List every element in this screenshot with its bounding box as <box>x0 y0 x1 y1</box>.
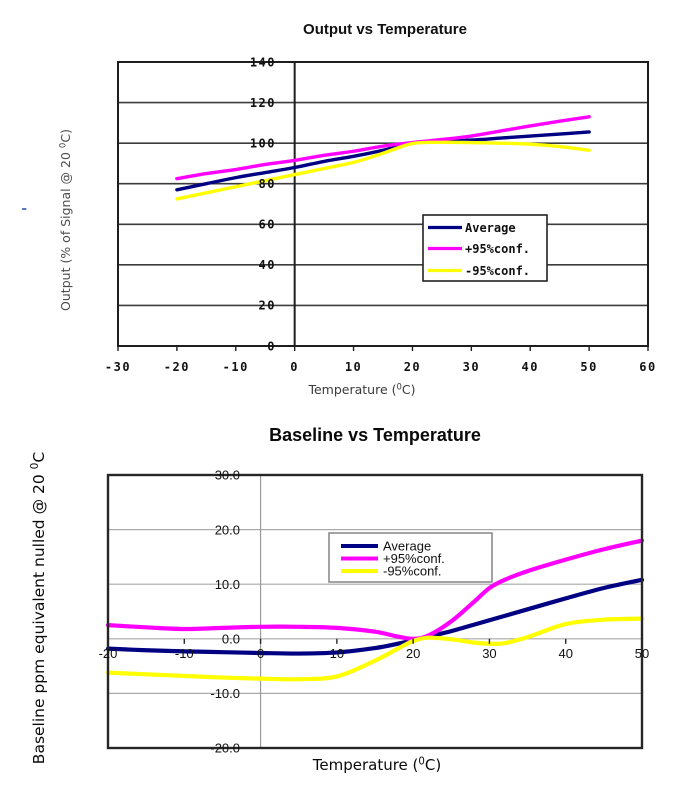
x-axis-label: Temperature (0C) <box>312 756 441 774</box>
y-axis-label: Baseline ppm equivalent nulled @ 20 0C <box>29 452 48 764</box>
stray-dash-artifact: - <box>20 201 29 217</box>
y-axis-label: Output (% of Signal @ 20 0C) <box>58 129 73 311</box>
y-tick-label-120: 120 <box>250 96 276 110</box>
x-tick-label-20: 20 <box>406 646 420 661</box>
legend-label-0: Average <box>383 539 431 554</box>
series-line--95-conf- <box>175 115 591 181</box>
y-tick-label-60: 60 <box>259 218 276 232</box>
x-tick-label--10: -10 <box>175 646 194 661</box>
x-tick-label-40: 40 <box>521 360 538 374</box>
y-tick-label-40: 40 <box>259 258 276 272</box>
output-chart-canvas: -30 -20 -10 0 10 20 30 40 50 60 0 20 40 60 80 100 120 140… <box>58 21 656 397</box>
x-tick-label-50: 50 <box>580 360 597 374</box>
plot-border <box>117 61 649 347</box>
x-tick-label--10: -10 <box>223 360 249 374</box>
legend-label-1: +95%conf. <box>465 242 530 256</box>
x-tick-label-0: 0 <box>257 646 264 661</box>
y-tick-label-30: 30.0 <box>215 468 240 483</box>
x-tick-label-30: 30 <box>482 646 496 661</box>
series-line-average <box>105 577 645 656</box>
x-tick-label-50: 50 <box>635 646 649 661</box>
y-tick-label-0: 0.0 <box>222 631 240 646</box>
x-tick-label-60: 60 <box>639 360 656 374</box>
x-tick-label-30: 30 <box>463 360 480 374</box>
y-tick-label-140: 140 <box>250 55 276 69</box>
x-tick-label-0: 0 <box>290 360 299 374</box>
x-tick-label--20: -20 <box>164 360 190 374</box>
y-tick-label-10: 10.0 <box>215 577 240 592</box>
series-line-average <box>175 130 591 192</box>
y-tick-label-20: 20.0 <box>215 522 240 537</box>
legend-label-2: -95%conf. <box>465 264 530 278</box>
y-tick-label--20: -20.0 <box>210 741 240 756</box>
y-tick-label-80: 80 <box>259 177 276 191</box>
chart-title: Baseline vs Temperature <box>269 425 481 445</box>
plot-border <box>106 473 644 750</box>
legend-label-1: +95%conf. <box>383 551 445 566</box>
y-tick-label-0: 0 <box>267 339 276 353</box>
x-tick-label--30: -30 <box>105 360 131 374</box>
x-tick-label-10: 10 <box>330 646 344 661</box>
legend-label-2: -95%conf. <box>383 564 442 579</box>
x-tick-label-10: 10 <box>345 360 362 374</box>
x-tick-label--20: -20 <box>99 646 118 661</box>
legend-label-0: Average <box>465 221 516 235</box>
x-tick-label-20: 20 <box>404 360 421 374</box>
x-tick-label-40: 40 <box>558 646 572 661</box>
baseline-vs-temperature-chart: -20 -10 0 10 20 30 40 50 -20.0 -10.0 0.0 10.0 20.0 30… <box>0 410 687 792</box>
y-tick-label-20: 20 <box>259 299 276 313</box>
output-vs-temperature-chart: -30 -20 -10 0 10 20 30 40 50 60 0 20 40 60 80 100 120 140… <box>58 21 656 397</box>
series-line--95-conf- <box>175 140 591 201</box>
chart-title: Output vs Temperature <box>303 21 467 38</box>
y-tick-label--10: -10.0 <box>210 686 240 701</box>
baseline-chart-canvas: -20 -10 0 10 20 30 40 50 -20.0 -10.0 0.0 10.0 20.0 30… <box>29 425 649 774</box>
x-axis-label: Temperature (0C) <box>307 382 415 397</box>
y-tick-label-100: 100 <box>250 136 276 150</box>
